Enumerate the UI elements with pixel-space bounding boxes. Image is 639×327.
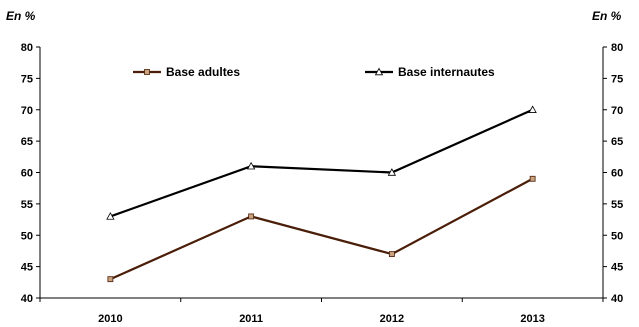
right-y-tick-label: 80 — [611, 42, 623, 54]
right-y-tick-label: 60 — [611, 168, 623, 180]
right-y-tick-label: 50 — [611, 230, 623, 242]
left-y-tick-label: 75 — [21, 73, 33, 85]
axes: 40 40 45 45 50 50 55 55 60 60 65 65 70 70 75 75 80 80 2010… — [21, 42, 624, 325]
right-y-tick-label: 55 — [611, 199, 623, 211]
right-unit-label: En % — [592, 9, 622, 23]
right-y-tick-label: 40 — [611, 293, 623, 305]
data-point — [529, 175, 536, 182]
data-point — [528, 105, 537, 113]
series-line-0 — [109, 177, 534, 281]
data-point — [107, 276, 114, 283]
legend-marker-1 — [374, 67, 384, 76]
left-y-tick-label: 60 — [21, 168, 33, 180]
x-tick-label: 2012 — [380, 313, 404, 325]
legend-label-1: Base internautes — [398, 65, 495, 79]
legend-marker-0 — [144, 69, 150, 75]
left-y-tick-label: 80 — [21, 42, 33, 54]
series-line-1 — [110, 108, 534, 218]
left-unit-label: En % — [6, 9, 36, 23]
data-point — [388, 251, 395, 257]
left-y-tick-label: 40 — [21, 293, 33, 305]
left-y-tick-label: 70 — [21, 105, 33, 117]
data-point — [246, 161, 256, 170]
data-point — [387, 168, 397, 176]
right-y-tick-label: 70 — [611, 105, 623, 117]
legend: Base adultes Base internautes — [133, 65, 495, 79]
x-tick-label: 2010 — [98, 313, 122, 325]
right-y-tick-label: 65 — [611, 136, 623, 148]
data-point — [248, 213, 255, 220]
left-y-tick-label: 50 — [21, 230, 33, 242]
left-y-tick-label: 65 — [21, 136, 33, 148]
right-y-tick-label: 75 — [611, 73, 623, 85]
series-layer — [106, 105, 537, 283]
left-y-tick-label: 45 — [21, 262, 33, 274]
left-y-tick-label: 55 — [21, 199, 33, 211]
data-point — [106, 212, 115, 220]
right-y-tick-label: 45 — [611, 262, 623, 274]
x-tick-label: 2011 — [239, 313, 263, 325]
legend-label-0: Base adultes — [166, 65, 240, 79]
x-tick-label: 2013 — [520, 313, 544, 325]
